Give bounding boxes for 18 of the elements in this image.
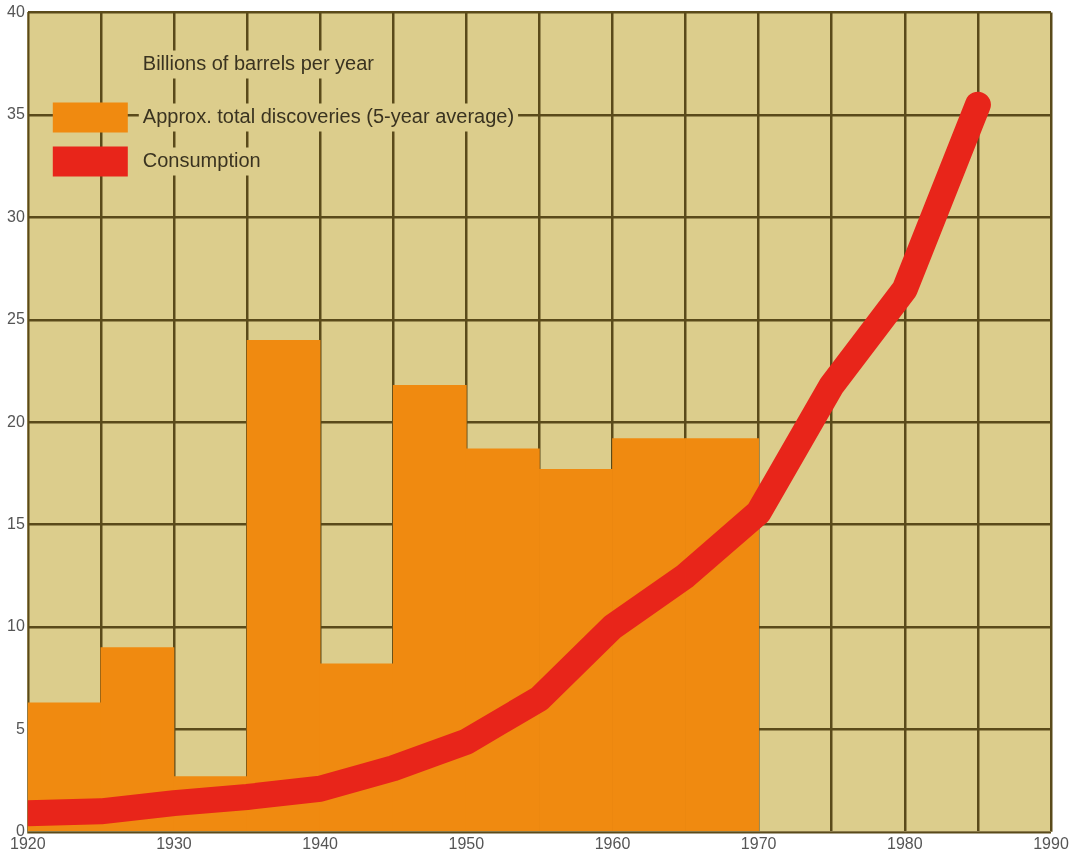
y-tick-label: 35 [7, 105, 25, 123]
x-tick-label: 1990 [1033, 834, 1069, 852]
y-tick-label: 40 [7, 3, 25, 21]
y-tick-label: 30 [7, 207, 25, 225]
x-tick-label: 1930 [156, 834, 192, 852]
x-tick-label: 1970 [740, 834, 777, 852]
y-tick-label: 15 [7, 515, 25, 533]
y-tick-label: 20 [7, 412, 25, 430]
legend-title: Billions of barrels per year [142, 52, 375, 75]
legend-label: Consumption [142, 149, 261, 172]
y-tick-label: 5 [15, 719, 25, 737]
x-tick-label: 1980 [887, 834, 923, 852]
y-tick-label: 10 [7, 617, 25, 635]
x-tick-label: 1950 [448, 834, 485, 852]
legend-label: Approx. total discoveries (5-year average) [142, 105, 515, 128]
y-tick-label: 25 [7, 310, 25, 328]
x-tick-label: 1960 [594, 834, 631, 852]
x-tick-label: 1940 [302, 834, 339, 852]
